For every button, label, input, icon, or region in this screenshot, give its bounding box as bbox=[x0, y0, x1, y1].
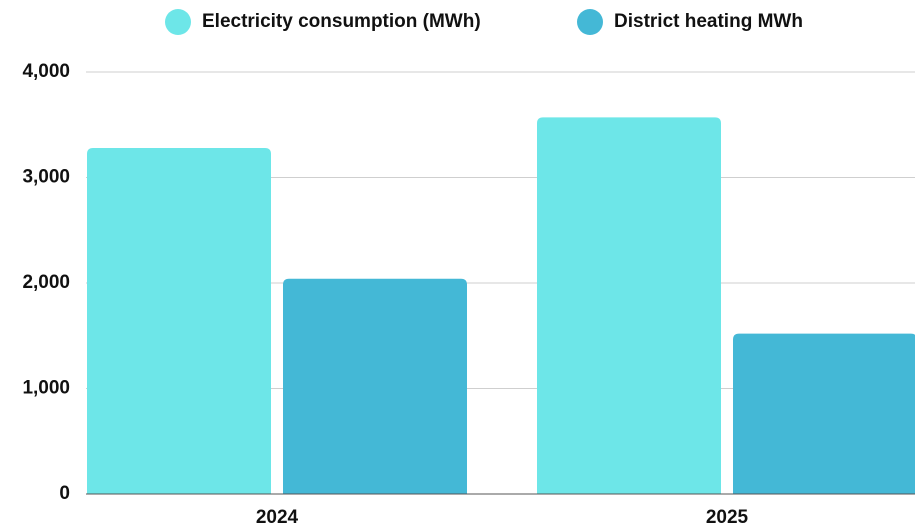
legend-marker bbox=[577, 9, 603, 35]
bar bbox=[537, 117, 721, 495]
y-tick-label: 2,000 bbox=[22, 272, 70, 293]
bar bbox=[87, 147, 271, 494]
y-tick-label: 4,000 bbox=[22, 61, 70, 82]
legend-label: District heating MWh bbox=[614, 11, 803, 32]
x-tick-label: 2025 bbox=[706, 507, 749, 528]
y-tick-label: 1,000 bbox=[22, 378, 70, 399]
y-tick-label: 3,000 bbox=[22, 167, 70, 188]
legend-marker bbox=[165, 9, 191, 35]
x-tick-label: 2024 bbox=[256, 507, 299, 528]
y-tick-label: 0 bbox=[59, 483, 70, 504]
bar bbox=[283, 278, 467, 494]
legend-label: Electricity consumption (MWh) bbox=[202, 11, 481, 32]
bar bbox=[733, 333, 915, 494]
